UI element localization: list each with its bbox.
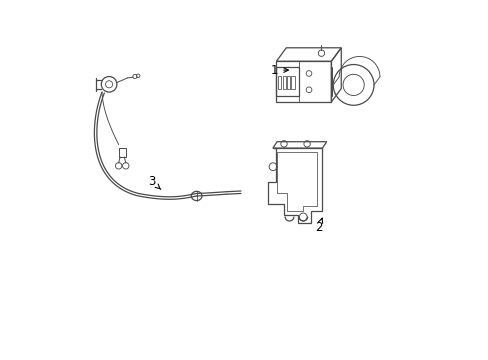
Bar bbox=[276, 67, 299, 96]
Bar bbox=[119, 148, 125, 157]
Text: 2: 2 bbox=[314, 218, 322, 234]
Text: 1: 1 bbox=[270, 64, 288, 77]
Bar bbox=[278, 76, 281, 89]
Bar bbox=[286, 76, 290, 89]
Bar bbox=[282, 76, 285, 89]
Bar bbox=[291, 76, 294, 89]
Text: 3: 3 bbox=[148, 175, 161, 189]
